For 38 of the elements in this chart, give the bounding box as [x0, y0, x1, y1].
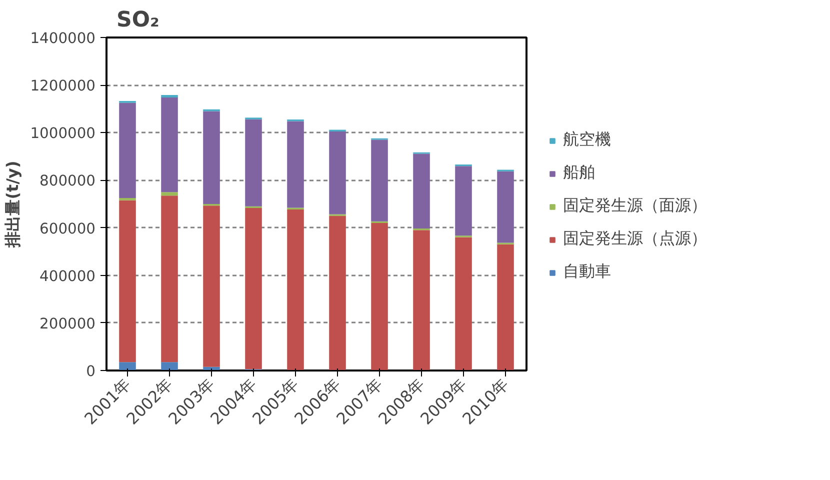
legend-label: 自動車 — [563, 262, 611, 282]
bar — [455, 237, 472, 370]
y-tick-label: 1400000 — [30, 30, 96, 47]
y-axis-title: 排出量(t/y) — [3, 160, 22, 248]
bar — [119, 362, 136, 370]
bar — [119, 200, 136, 362]
bar — [245, 208, 262, 370]
bar — [329, 216, 346, 370]
bar — [497, 244, 514, 370]
chart-title: SO₂ — [116, 8, 160, 32]
bar — [161, 362, 178, 370]
bar — [497, 171, 514, 243]
y-tick-label: 200000 — [40, 315, 96, 332]
y-tick-label: 800000 — [40, 172, 96, 190]
legend-label: 船舶 — [563, 162, 595, 184]
bar — [287, 209, 304, 370]
bar — [161, 196, 178, 362]
bar — [413, 154, 430, 228]
bar — [371, 140, 388, 222]
legend-label: 固定発生源（面源） — [563, 196, 707, 216]
y-tick-label: 600000 — [40, 220, 96, 238]
legend-label: 固定発生源（点源） — [563, 228, 707, 250]
y-tick-label: 400000 — [40, 268, 96, 285]
y-tick-label: 1200000 — [30, 78, 96, 95]
bar — [329, 131, 346, 214]
bar — [161, 97, 178, 192]
bar — [161, 192, 178, 196]
bar — [203, 111, 220, 204]
bar — [119, 102, 136, 198]
bar — [455, 166, 472, 236]
bar — [287, 121, 304, 208]
y-tick-label: 1000000 — [30, 125, 96, 142]
legend-label: 航空機 — [563, 130, 611, 150]
bar — [413, 230, 430, 370]
y-tick-label: 0 — [86, 363, 96, 380]
bar — [203, 206, 220, 367]
bar — [245, 119, 262, 206]
bar — [371, 223, 388, 370]
